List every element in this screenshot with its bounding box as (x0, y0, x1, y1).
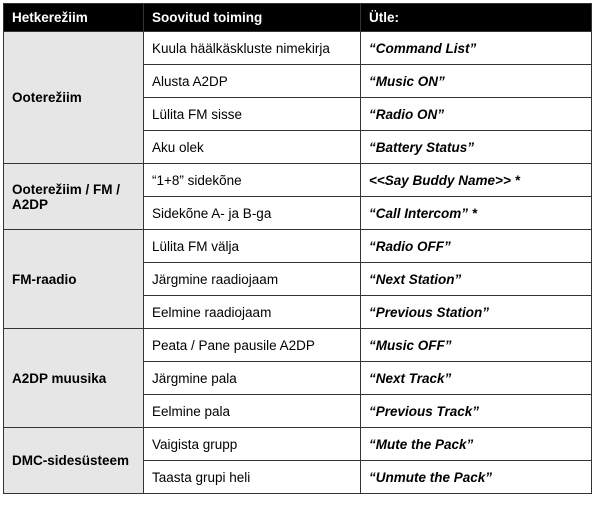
table-body: Ooterežiim Kuula häälkäskluste nimekirja “… (3, 31, 592, 494)
header-cell: Hetkerežiim (3, 3, 144, 32)
command-cell: “Call Intercom” * (360, 196, 592, 230)
action-cell: Peata / Pane pausile A2DP (143, 328, 361, 362)
action-cell: Järgmine pala (143, 361, 361, 395)
action-cell: Eelmine pala (143, 394, 361, 428)
table-row: Lülita FM sisse “Radio ON” (4, 97, 592, 131)
table-row: Ooterežiim Kuula häälkäskluste nimekirja “… (3, 31, 592, 164)
action-cell: “1+8” sidekõne (143, 163, 361, 197)
table-row: Eelmine pala “Previous Track” (4, 394, 592, 428)
table-row: Eelmine raadiojaam “Previous Station” (4, 295, 592, 329)
command-cell: “Radio OFF” (360, 229, 592, 263)
command-cell: <<Say Buddy Name>> * (360, 163, 592, 197)
table-row: DMC-sidesüsteem Vaigista grupp “Mute the P… (3, 427, 592, 494)
action-cell: Taasta grupi heli (143, 460, 361, 494)
command-cell: “Music OFF” (360, 328, 592, 362)
mode-cell: Ooterežiim / FM / A2DP (3, 163, 144, 230)
header-cell: Ütle: (360, 3, 592, 32)
table-row: Sidekõne A- ja B-ga “Call Intercom” * (4, 196, 592, 230)
command-cell: “Next Track” (360, 361, 592, 395)
mode-cell: FM-raadio (3, 229, 144, 329)
action-cell: Aku olek (143, 130, 361, 164)
header-cell: Soovitud toiming (143, 3, 361, 32)
action-cell: Vaigista grupp (143, 427, 361, 461)
mode-cell: A2DP muusika (3, 328, 144, 428)
mode-cell: DMC-sidesüsteem (3, 427, 144, 494)
table-row: Alusta A2DP “Music ON” (4, 64, 592, 98)
table-row: Ooterežiim / FM / A2DP “1+8” sidekõne <<Sa… (3, 163, 592, 230)
command-table: Hetkerežiim Soovitud toiming Ütle: Ooter… (3, 3, 592, 494)
command-cell: “Next Station” (360, 262, 592, 296)
action-cell: Järgmine raadiojaam (143, 262, 361, 296)
table-row: Järgmine pala “Next Track” (4, 361, 592, 395)
command-cell: “Command List” (360, 31, 592, 65)
header-row: Hetkerežiim Soovitud toiming Ütle: (3, 3, 592, 32)
table-row: FM-raadio Lülita FM välja “Radio OFF” (3, 229, 592, 329)
table-row: Taasta grupi heli “Unmute the Pack” (4, 460, 592, 494)
table-row: Järgmine raadiojaam “Next Station” (4, 262, 592, 296)
action-cell: Lülita FM sisse (143, 97, 361, 131)
mode-cell: Ooterežiim (3, 31, 144, 164)
action-cell: Eelmine raadiojaam (143, 295, 361, 329)
action-cell: Kuula häälkäskluste nimekirja (143, 31, 361, 65)
command-cell: “Music ON” (360, 64, 592, 98)
action-cell: Lülita FM välja (143, 229, 361, 263)
action-cell: Sidekõne A- ja B-ga (143, 196, 361, 230)
command-cell: “Mute the Pack” (360, 427, 592, 461)
command-cell: “Previous Station” (360, 295, 592, 329)
action-cell: Alusta A2DP (143, 64, 361, 98)
command-cell: “Previous Track” (360, 394, 592, 428)
command-cell: “Unmute the Pack” (360, 460, 592, 494)
table-row: A2DP muusika Peata / Pane pausile A2DP “Mu… (3, 328, 592, 428)
command-cell: “Battery Status” (360, 130, 592, 164)
table-row: Aku olek “Battery Status” (4, 130, 592, 164)
command-cell: “Radio ON” (360, 97, 592, 131)
